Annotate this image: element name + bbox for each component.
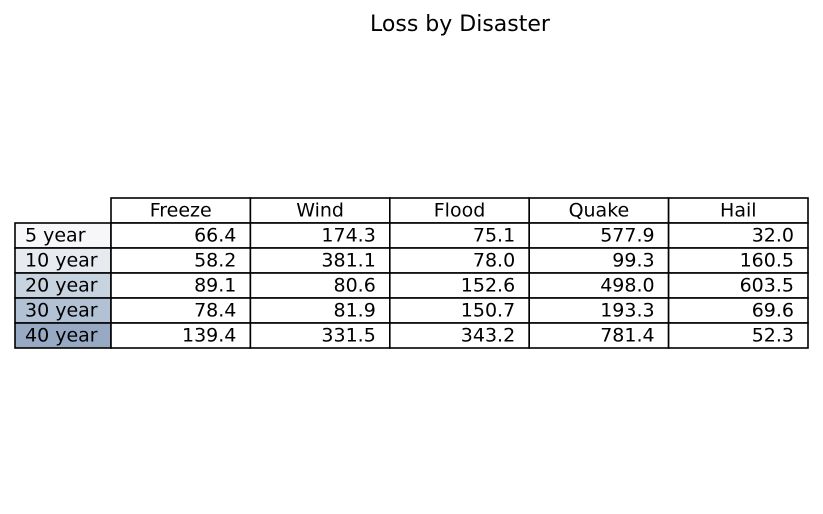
table-cell-value: 80.6 [333,275,375,297]
table-cell [110,297,252,324]
row-header-label: 40 year [25,325,98,347]
table-cell-value: 381.1 [321,250,375,272]
table-cell-value: 75.1 [473,225,515,247]
table-cell-value: 603.5 [740,275,794,297]
row-header-cell [14,247,112,274]
table-cell-value: 99.3 [612,250,654,272]
column-header-label: Freeze [150,200,212,222]
table-cell-value: 498.0 [600,275,654,297]
table-cell-value: 577.9 [600,225,654,247]
table-cell-value: 58.2 [194,250,236,272]
table-cell-value: 193.3 [600,300,654,322]
table-cell-value: 66.4 [194,225,236,247]
table-cell-value: 343.2 [461,325,515,347]
table-cell [388,322,530,349]
row-header-cell [14,297,112,324]
column-header-cell [110,197,252,224]
table-cell-value: 160.5 [740,250,794,272]
table-cell [249,247,391,274]
table-cell [110,247,252,274]
table-cell-value: 32.0 [752,225,794,247]
chart-title: Loss by Disaster [370,12,550,37]
table-cell-value: 781.4 [600,325,654,347]
column-header-label: Hail [720,200,757,222]
column-header-label: Flood [434,200,486,222]
table-cell [388,247,530,274]
table-cell-value: 89.1 [194,275,236,297]
table-cell [667,322,809,349]
column-header-cell [388,197,530,224]
table-cell-value: 152.6 [461,275,515,297]
row-header-label: 5 year [25,225,86,247]
table-cell-value: 139.4 [182,325,236,347]
column-header-label: Quake [569,200,630,222]
table-cell-value: 174.3 [321,225,375,247]
table-cell [249,222,391,249]
table-cell-value: 78.4 [194,300,236,322]
row-header-label: 20 year [25,275,98,297]
table-cell [110,322,252,349]
table-cell-value: 150.7 [461,300,515,322]
table-cell-value: 331.5 [321,325,375,347]
row-header-cell [14,322,112,349]
table-cell-value: 69.6 [752,300,794,322]
table-cell [110,272,252,299]
table-cell-value: 78.0 [473,250,515,272]
table-cell [667,247,809,274]
table-cell [667,272,809,299]
row-header-label: 10 year [25,250,98,272]
row-header-label: 30 year [25,300,98,322]
row-header-cell [14,272,112,299]
table-cell [249,297,391,324]
column-header-cell [249,197,391,224]
table-cell [528,222,670,249]
table-cell-value: 81.9 [333,300,375,322]
column-header-label: Wind [296,200,344,222]
table-cell-value: 52.3 [752,325,794,347]
table-cell [388,272,530,299]
table-cell [528,247,670,274]
